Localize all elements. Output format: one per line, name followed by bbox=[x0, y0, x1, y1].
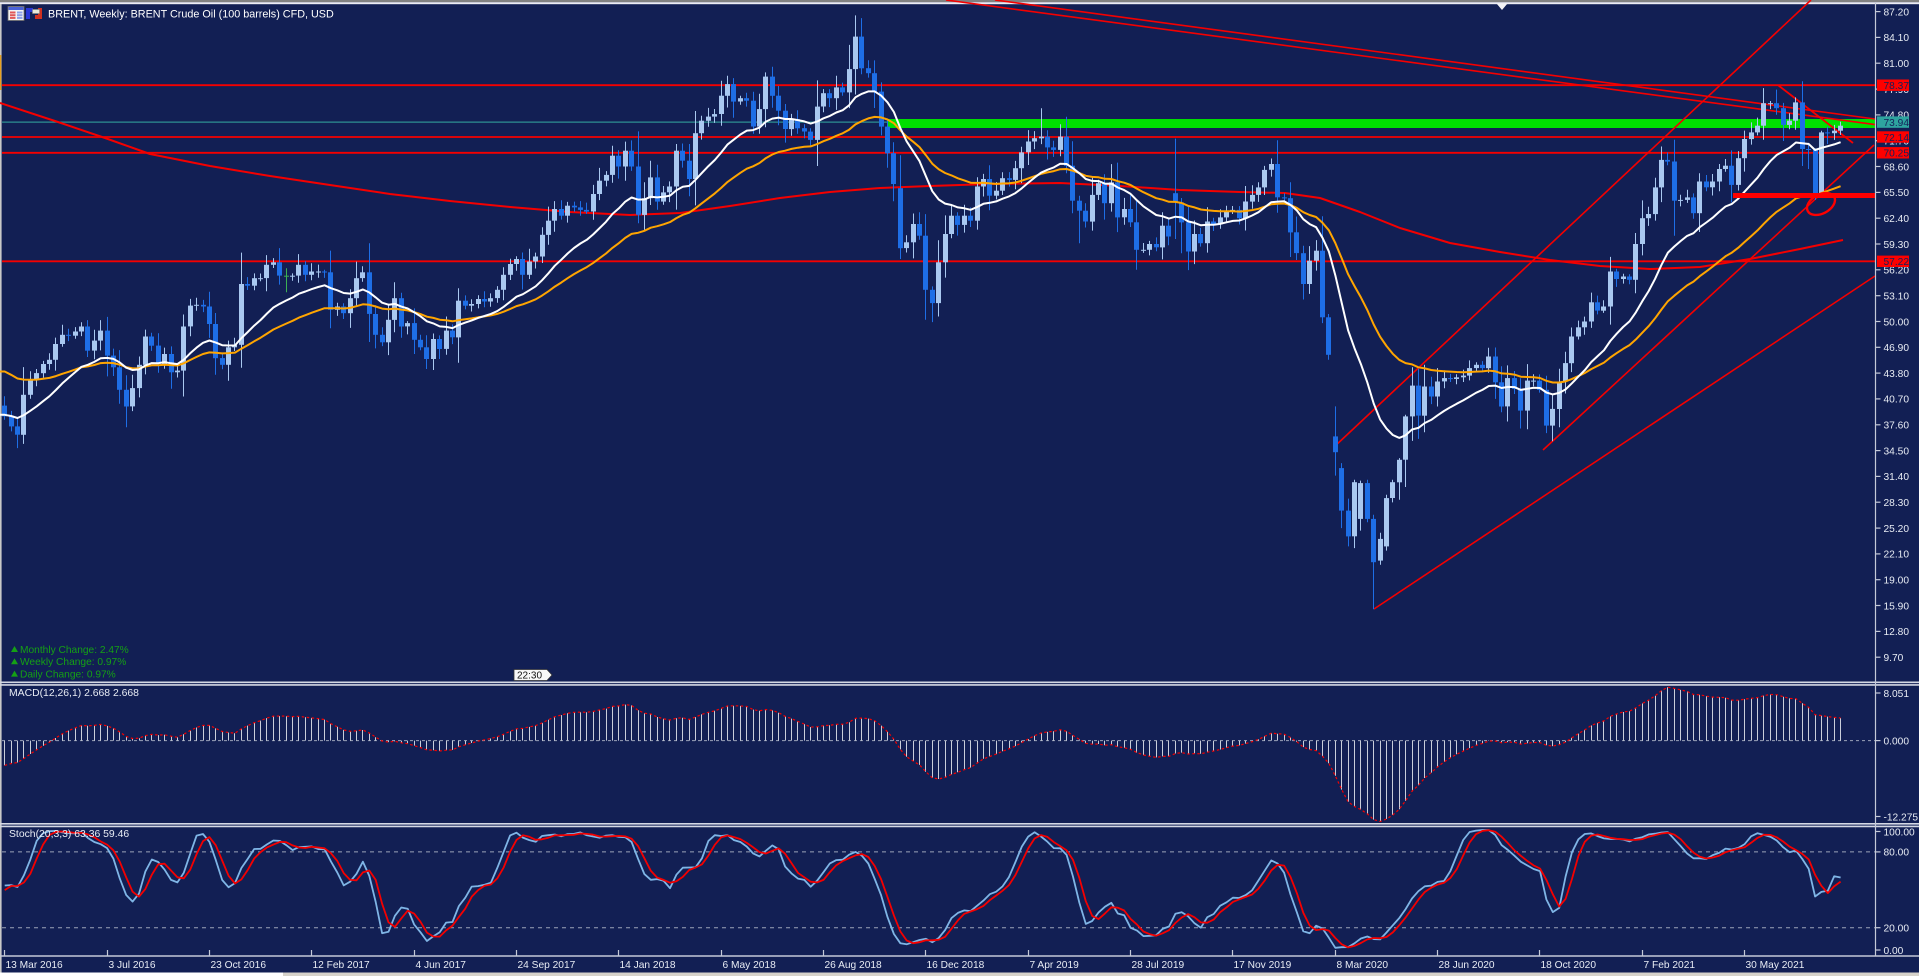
svg-text:31.40: 31.40 bbox=[1884, 472, 1910, 483]
svg-text:0.00: 0.00 bbox=[1884, 946, 1904, 957]
svg-text:87.20: 87.20 bbox=[1884, 7, 1910, 18]
svg-text:7 Feb 2021: 7 Feb 2021 bbox=[1644, 960, 1696, 971]
svg-text:68.60: 68.60 bbox=[1884, 162, 1910, 173]
svg-text:17 Nov 2019: 17 Nov 2019 bbox=[1234, 960, 1292, 971]
svg-text:53.10: 53.10 bbox=[1884, 292, 1910, 303]
svg-text:16 Dec 2018: 16 Dec 2018 bbox=[927, 960, 985, 971]
svg-text:28 Jun 2020: 28 Jun 2020 bbox=[1439, 960, 1495, 971]
svg-text:12 Feb 2017: 12 Feb 2017 bbox=[313, 960, 371, 971]
svg-text:15.90: 15.90 bbox=[1884, 601, 1910, 612]
svg-text:8.051: 8.051 bbox=[1884, 689, 1910, 700]
svg-text:80.00: 80.00 bbox=[1884, 848, 1910, 859]
svg-text:28 Jul 2019: 28 Jul 2019 bbox=[1132, 960, 1185, 971]
svg-text:8 Mar 2020: 8 Mar 2020 bbox=[1337, 960, 1389, 971]
svg-text:100.00: 100.00 bbox=[1884, 827, 1915, 838]
svg-text:22.10: 22.10 bbox=[1884, 550, 1910, 561]
svg-text:19.00: 19.00 bbox=[1884, 576, 1910, 587]
svg-text:30 May 2021: 30 May 2021 bbox=[1746, 960, 1805, 971]
svg-text:50.00: 50.00 bbox=[1884, 317, 1910, 328]
svg-text:70.25: 70.25 bbox=[1884, 149, 1910, 160]
svg-text:24 Sep 2017: 24 Sep 2017 bbox=[518, 960, 576, 971]
svg-text:37.60: 37.60 bbox=[1884, 421, 1910, 432]
svg-text:-12.275: -12.275 bbox=[1884, 812, 1919, 823]
svg-text:73.94: 73.94 bbox=[1884, 118, 1910, 129]
svg-text:9.70: 9.70 bbox=[1884, 653, 1904, 664]
svg-text:26 Aug 2018: 26 Aug 2018 bbox=[825, 960, 883, 971]
svg-text:18 Oct 2020: 18 Oct 2020 bbox=[1541, 960, 1597, 971]
svg-text:81.00: 81.00 bbox=[1884, 59, 1910, 70]
svg-text:28.30: 28.30 bbox=[1884, 498, 1910, 509]
svg-text:Daily Change: 0.97%: Daily Change: 0.97% bbox=[20, 669, 116, 680]
svg-text:14 Jan 2018: 14 Jan 2018 bbox=[620, 960, 676, 971]
svg-text:40.70: 40.70 bbox=[1884, 395, 1910, 406]
svg-text:12.80: 12.80 bbox=[1884, 627, 1910, 638]
svg-text:25.20: 25.20 bbox=[1884, 524, 1910, 535]
svg-text:6 May 2018: 6 May 2018 bbox=[723, 960, 777, 971]
svg-text:7 Apr 2019: 7 Apr 2019 bbox=[1030, 960, 1080, 971]
svg-text:22:30: 22:30 bbox=[517, 671, 542, 682]
svg-text:84.10: 84.10 bbox=[1884, 33, 1910, 44]
svg-text:62.40: 62.40 bbox=[1884, 214, 1910, 225]
svg-text:43.80: 43.80 bbox=[1884, 369, 1910, 380]
svg-text:Monthly Change: 2.47%: Monthly Change: 2.47% bbox=[20, 645, 129, 656]
svg-text:BRENT, Weekly: BRENT Crude Oi: BRENT, Weekly: BRENT Crude Oil (100 barr… bbox=[48, 9, 334, 21]
svg-text:Stoch(20,3,3) 63.36 59.46: Stoch(20,3,3) 63.36 59.46 bbox=[9, 829, 129, 840]
svg-text:74.80: 74.80 bbox=[1884, 111, 1910, 122]
svg-text:65.50: 65.50 bbox=[1884, 188, 1910, 199]
svg-text:MACD(12,26,1) 2.668 2.668: MACD(12,26,1) 2.668 2.668 bbox=[9, 688, 139, 699]
svg-text:0.000: 0.000 bbox=[1884, 736, 1910, 747]
svg-text:23 Oct 2016: 23 Oct 2016 bbox=[211, 960, 267, 971]
svg-text:34.50: 34.50 bbox=[1884, 446, 1910, 457]
svg-text:56.20: 56.20 bbox=[1884, 266, 1910, 277]
svg-text:Weekly Change: 0.97%: Weekly Change: 0.97% bbox=[20, 657, 126, 668]
svg-text:46.90: 46.90 bbox=[1884, 343, 1910, 354]
svg-text:3 Jul 2016: 3 Jul 2016 bbox=[109, 960, 156, 971]
svg-text:78.37: 78.37 bbox=[1884, 81, 1910, 92]
svg-text:20.00: 20.00 bbox=[1884, 924, 1910, 935]
svg-text:13 Mar 2016: 13 Mar 2016 bbox=[6, 960, 64, 971]
svg-text:59.30: 59.30 bbox=[1884, 240, 1910, 251]
svg-text:72.14: 72.14 bbox=[1884, 133, 1910, 144]
svg-text:4 Jun 2017: 4 Jun 2017 bbox=[416, 960, 467, 971]
svg-text:57.22: 57.22 bbox=[1884, 257, 1910, 268]
